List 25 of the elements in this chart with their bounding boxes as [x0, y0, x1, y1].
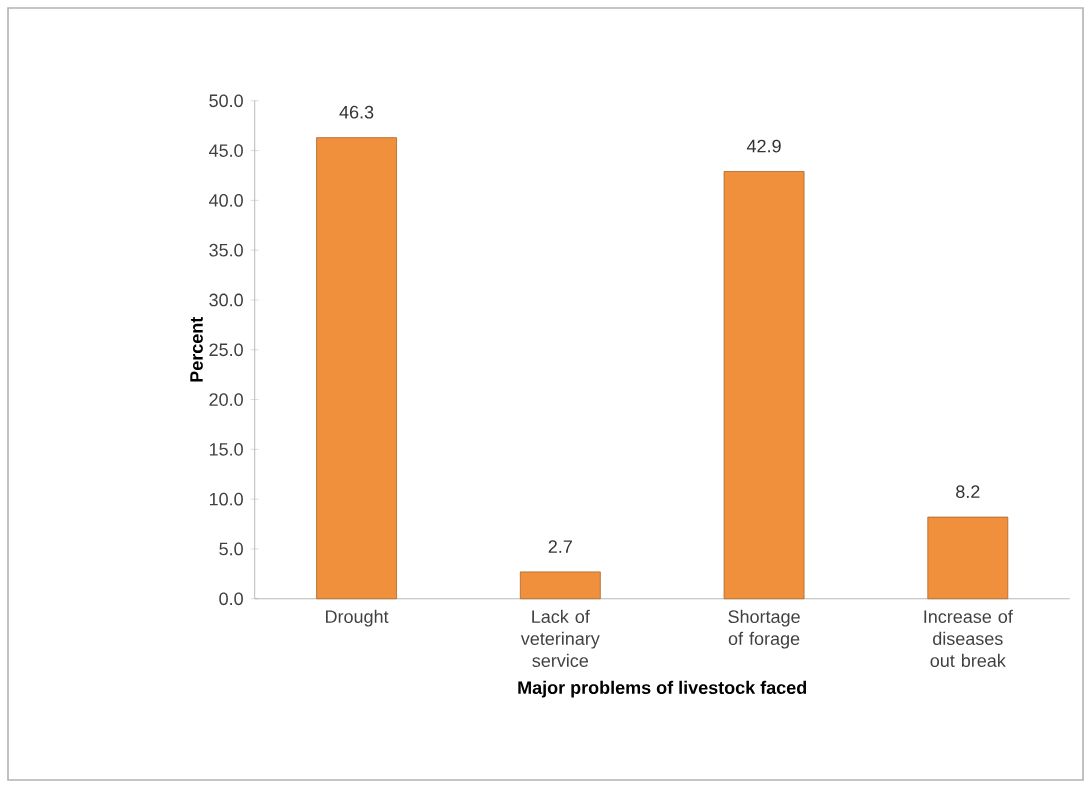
- x-tick-label: Drought: [326, 609, 389, 627]
- bar: [927, 516, 1009, 600]
- bar: [723, 171, 805, 600]
- y-tick-label: 45.0: [209, 144, 243, 157]
- bar: [519, 571, 601, 600]
- y-tick-label: 0.0: [219, 592, 243, 606]
- bar: [316, 137, 397, 600]
- data-label: 42.9: [746, 139, 781, 153]
- x-tick-label: Lack of veterinary service: [520, 609, 600, 668]
- y-axis-title: Percent: [190, 316, 203, 382]
- y-tick-label: 30.0: [209, 293, 243, 307]
- x-axis-title: Major problems of livestock faced: [518, 680, 807, 698]
- data-label: 8.2: [956, 485, 980, 499]
- y-tick-label: 40.0: [209, 193, 243, 207]
- data-label: 46.3: [339, 105, 374, 119]
- y-tick-label: 50.0: [209, 94, 243, 108]
- y-tick-label: 5.0: [219, 542, 243, 556]
- data-label: 2.7: [548, 540, 572, 553]
- x-tick-label: Increase of diseases out break: [924, 609, 1013, 668]
- x-tick-label: Shortage of forage: [728, 609, 800, 649]
- y-tick-label: 35.0: [209, 243, 243, 257]
- y-tick-label: 15.0: [209, 442, 243, 456]
- y-tick-label: 25.0: [209, 343, 243, 357]
- y-tick-label: 10.0: [209, 492, 243, 506]
- y-tick-label: 20.0: [209, 393, 243, 406]
